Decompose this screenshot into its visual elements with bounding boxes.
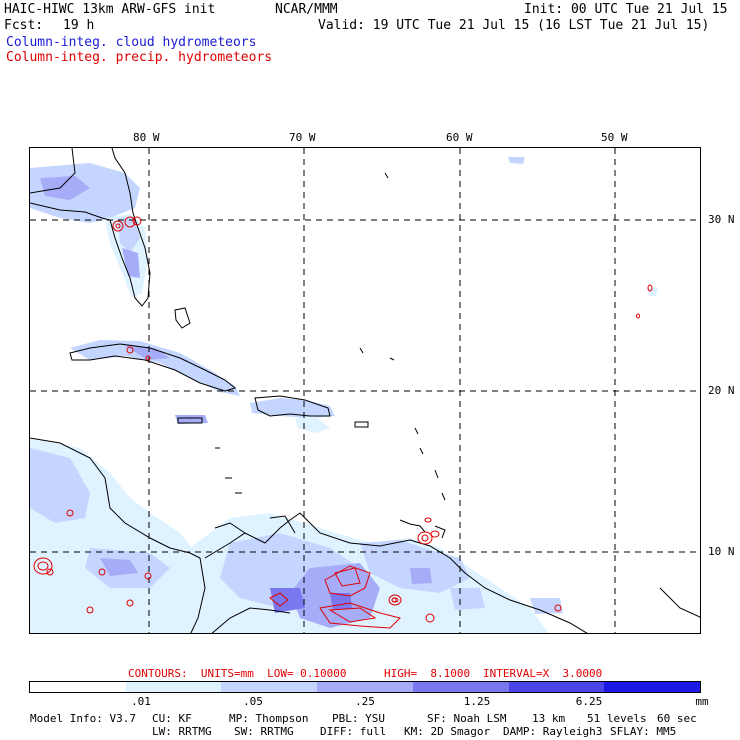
- contours-label: CONTOURS: UNITS=mm LOW= 0.10000: [128, 667, 347, 680]
- contours-high: HIGH= 8.1000: [384, 667, 471, 680]
- coastlines: [30, 148, 700, 633]
- init-time: Init: 00 UTC Tue 21 Jul 15: [524, 2, 728, 17]
- lon-label: 50 W: [601, 131, 628, 144]
- colorbar-label: .25: [355, 695, 375, 708]
- lat-label: 30 N: [708, 213, 735, 226]
- map-canvas: [30, 148, 700, 633]
- model-title: HAIC-HIWC 13km ARW-GFS init: [4, 2, 216, 17]
- lon-label: 70 W: [289, 131, 316, 144]
- legend-precip: Column-integ. precip. hydrometeors: [6, 50, 273, 65]
- legend-cloud: Column-integ. cloud hydrometeors: [6, 35, 257, 50]
- footer-mp: MP: Thompson: [229, 712, 309, 725]
- lon-label: 60 W: [446, 131, 473, 144]
- colorbar-segment: [604, 682, 701, 692]
- footer-lw: LW: RRTMG: [152, 725, 212, 738]
- lat-label: 10 N: [708, 545, 735, 558]
- lon-label: 80 W: [133, 131, 160, 144]
- valid-time: Valid: 19 UTC Tue 21 Jul 15 (16 LST Tue …: [318, 18, 710, 33]
- colorbar-label: .05: [243, 695, 263, 708]
- colorbar-label: 6.25: [575, 695, 603, 708]
- footer-levels: 51 levels: [587, 712, 647, 725]
- footer-resolution: 13 km: [532, 712, 566, 725]
- colorbar-segment: [221, 682, 318, 692]
- contours-interval: INTERVAL=X 3.0000: [483, 667, 603, 680]
- footer-sw: SW: RRTMG: [234, 725, 294, 738]
- ncar-label: NCAR/MMM: [275, 2, 338, 17]
- colorbar-units: mm: [695, 695, 709, 708]
- cloud-shading: [30, 157, 658, 633]
- footer-sf: SF: Noah LSM: [427, 712, 507, 725]
- colorbar-segment: [412, 682, 509, 692]
- footer-cu: CU: KF: [152, 712, 192, 725]
- forecast-hour: 19 h: [63, 18, 95, 33]
- colorbar-segment: [317, 682, 413, 692]
- lat-label: 20 N: [708, 384, 735, 397]
- footer-damp: DAMP: Rayleigh3: [503, 725, 603, 738]
- precip-contours: [33, 216, 653, 629]
- footer-pbl: PBL: YSU: [332, 712, 385, 725]
- colorbar-segment: [508, 682, 605, 692]
- footer-sflay: SFLAY: MM5: [610, 725, 677, 738]
- footer-diff: DIFF: full: [320, 725, 387, 738]
- colorbar-segment: [125, 682, 222, 692]
- map-panel: [29, 147, 701, 634]
- colorbar-label: 1.25: [463, 695, 491, 708]
- footer-timestep: 60 sec: [657, 712, 697, 725]
- footer-km: KM: 2D Smagor: [404, 725, 491, 738]
- forecast-label: Fcst:: [4, 18, 44, 33]
- colorbar: [29, 681, 701, 693]
- colorbar-segment: [30, 682, 126, 692]
- colorbar-label: .01: [131, 695, 151, 708]
- footer-model-info: Model Info: V3.7: [30, 712, 136, 725]
- graticule: [30, 148, 700, 633]
